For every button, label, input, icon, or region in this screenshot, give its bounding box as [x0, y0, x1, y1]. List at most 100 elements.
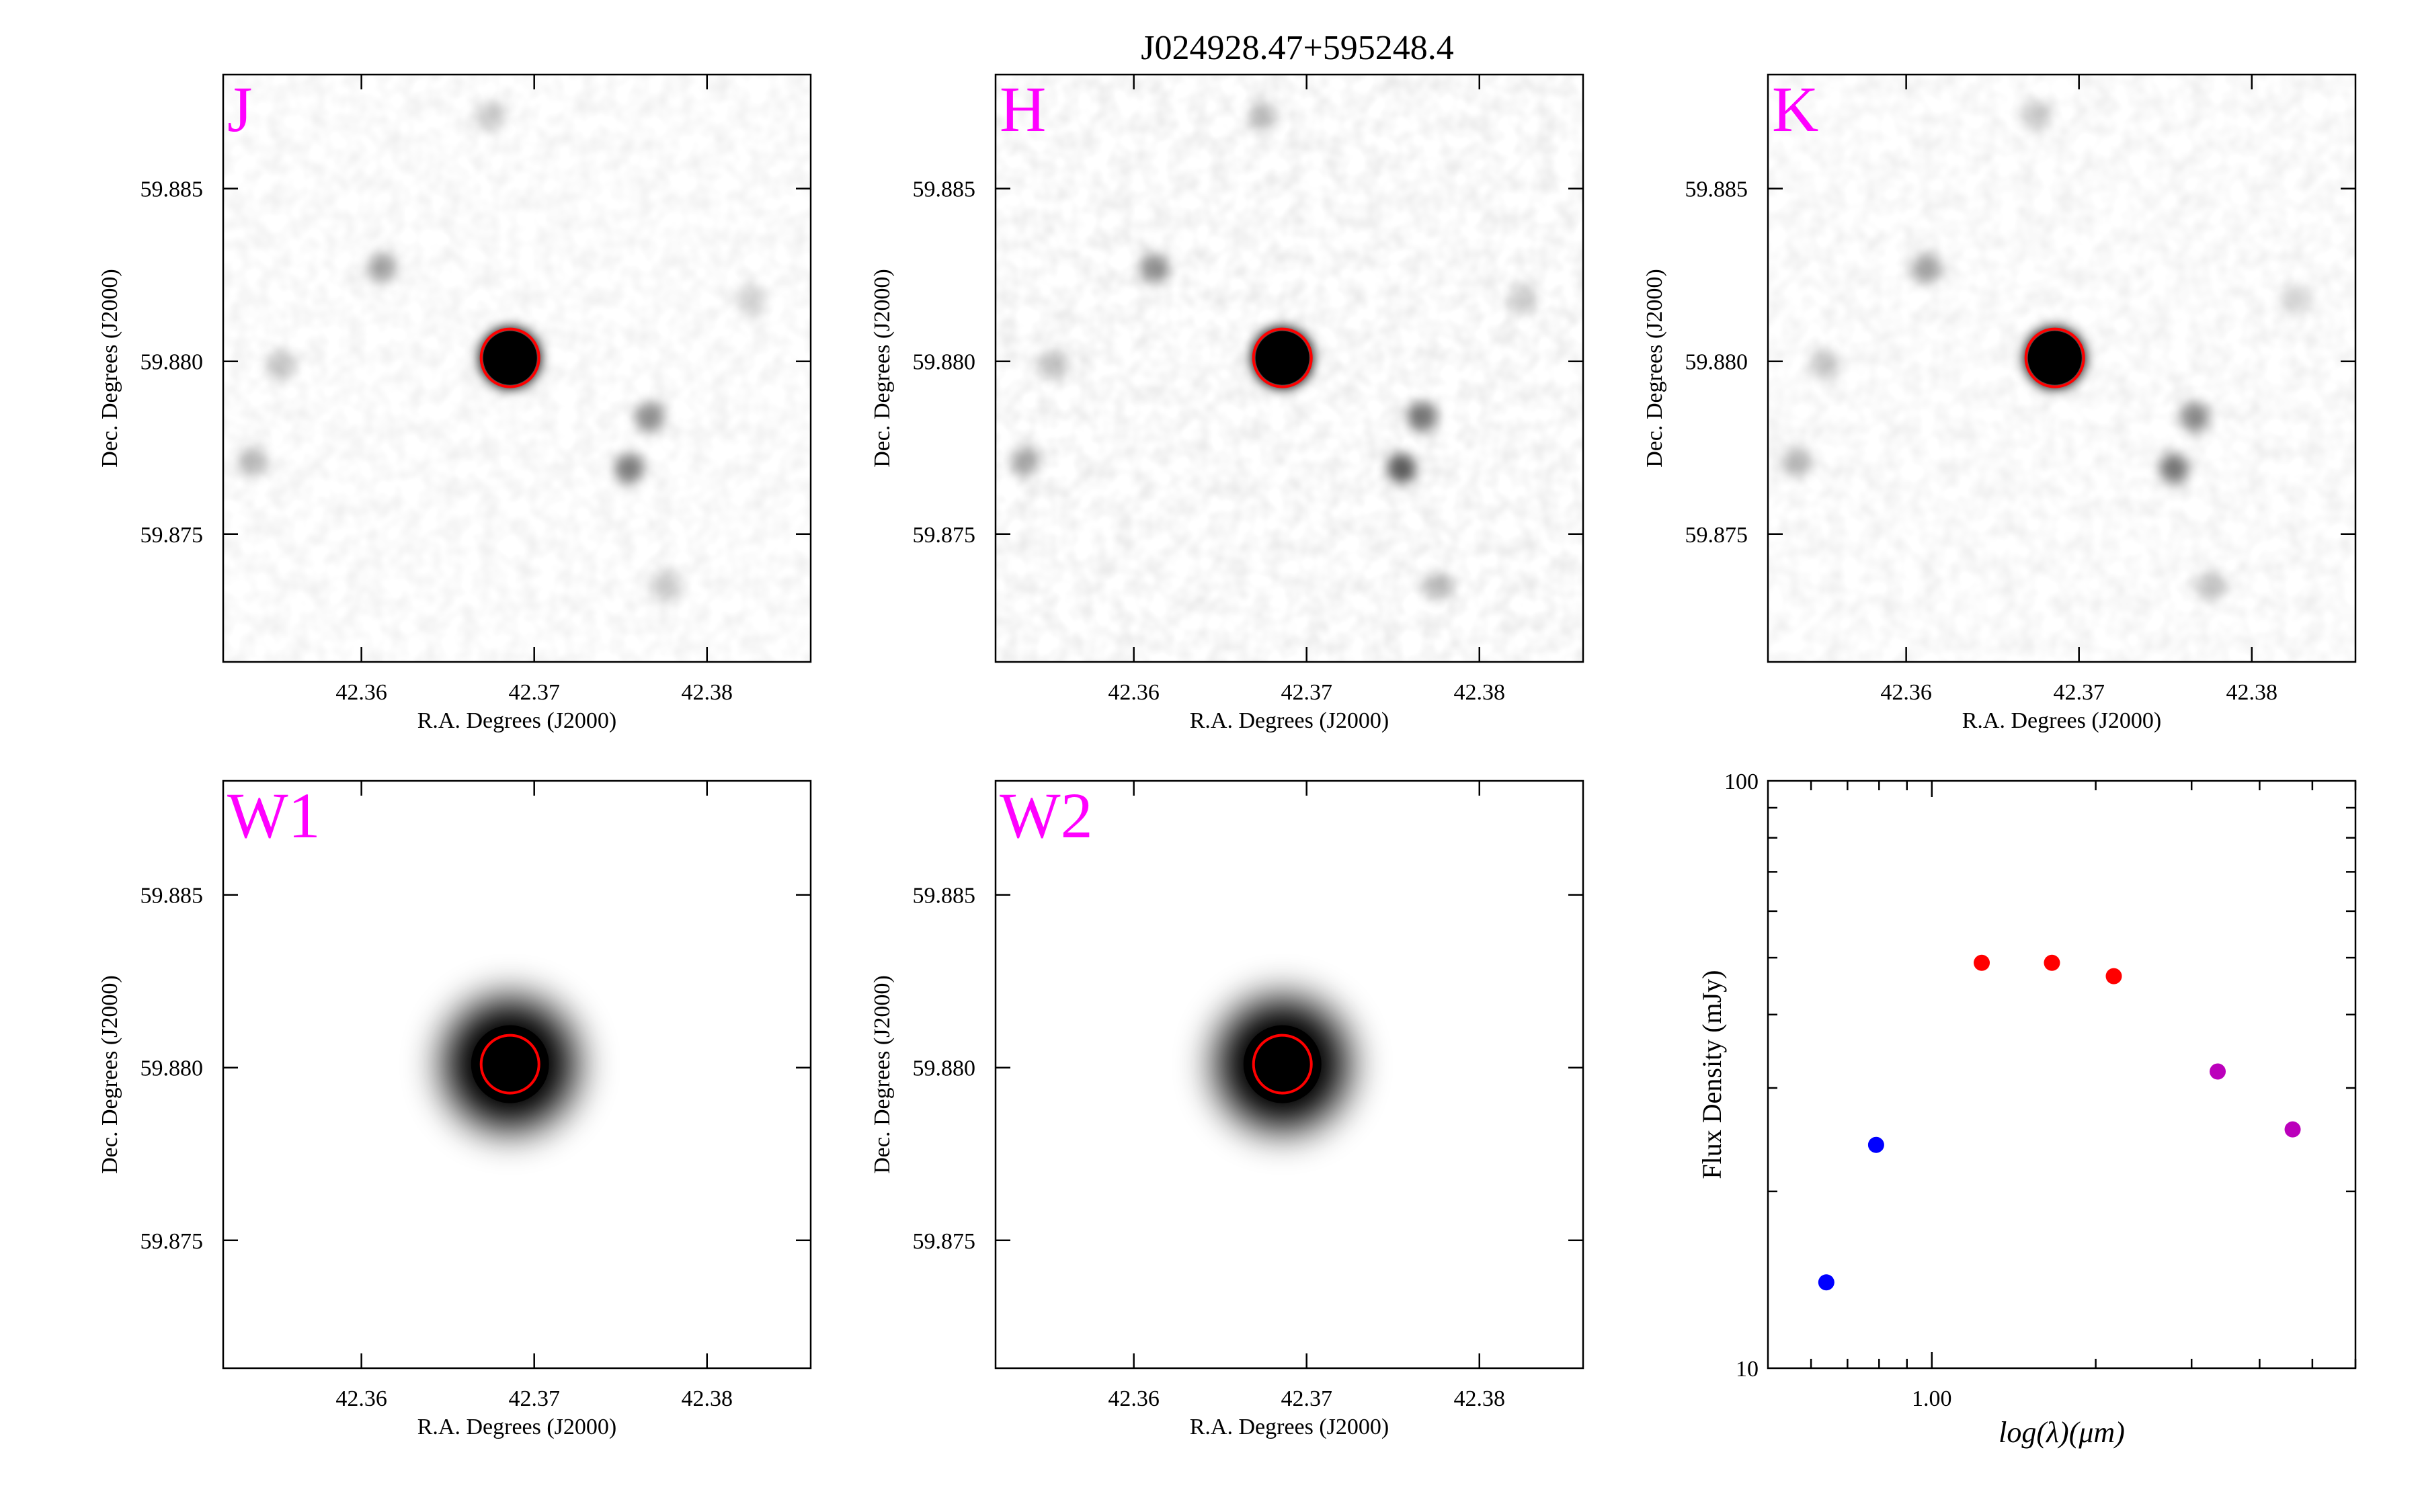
field-star: [1810, 349, 1840, 380]
sed-point: [1974, 954, 1990, 971]
field-star: [237, 446, 268, 476]
y-tick-label: 59.885: [140, 884, 204, 909]
y-axis-label: Dec. Degrees (J2000): [97, 975, 122, 1174]
sed-y-axis-label: Flux Density (mJy): [1697, 970, 1727, 1179]
band-image: [223, 781, 811, 1368]
y-tick-label: 59.880: [913, 1056, 976, 1081]
x-axis-label: R.A. Degrees (J2000): [417, 1415, 617, 1439]
field-star: [2021, 101, 2051, 131]
field-star: [2195, 571, 2226, 601]
y-tick-label: 59.880: [140, 1056, 204, 1081]
field-star: [651, 571, 681, 601]
panel-frame: [222, 780, 812, 1370]
field-star: [367, 253, 397, 283]
x-tick-label: 42.37: [2053, 680, 2105, 705]
y-tick-label: 59.875: [140, 523, 204, 548]
image-panels: J 42.36 42.37 42.38 59.885 59.880 59.875 R.A. D…: [97, 73, 2357, 1439]
sed-x-axis-label: log(λ)(μm): [1999, 1416, 2125, 1449]
target-circle: [1252, 1034, 1313, 1095]
y-tick-label: 59.875: [1685, 523, 1748, 548]
sed-y-tick-label: 100: [1724, 769, 1759, 794]
x-axis-label: R.A. Degrees (J2000): [1190, 708, 1389, 733]
band-label: H: [1000, 73, 1046, 145]
field-star: [1037, 349, 1067, 380]
field-star: [1407, 401, 1437, 431]
panel-frame: [222, 73, 812, 663]
x-tick-label: 42.37: [1281, 680, 1332, 705]
band-image: [996, 781, 1583, 1368]
panel-w1: W1 42.36 42.37 42.38 59.885 59.880 59.875 R.A. …: [97, 780, 812, 1439]
sed-point: [2284, 1121, 2301, 1138]
y-axis-label: Dec. Degrees (J2000): [97, 269, 122, 468]
x-tick-label: 42.37: [508, 1386, 560, 1411]
target-circle: [479, 327, 540, 388]
x-tick-label: 42.38: [1454, 1386, 1506, 1411]
sed-point: [2105, 968, 2122, 984]
x-tick-label: 42.38: [682, 1386, 733, 1411]
x-axis-label: R.A. Degrees (J2000): [1190, 1415, 1389, 1439]
field-star: [265, 349, 295, 380]
field-star: [635, 401, 665, 431]
x-tick-label: 42.36: [1880, 680, 1932, 705]
sed-point: [2044, 954, 2060, 971]
field-star: [1387, 454, 1417, 484]
band-image: [223, 75, 811, 662]
sed-x-tick-label: 1.00: [1912, 1386, 1952, 1411]
field-star: [1912, 253, 1942, 283]
field-star: [1508, 284, 1538, 314]
sed-frame: [1767, 780, 2357, 1370]
sed-panel: 1.00 10 100 log(λ)(μm) Flux Density (mJy): [1697, 769, 2357, 1449]
field-star: [2159, 454, 2189, 484]
y-tick-label: 59.885: [913, 884, 976, 909]
y-tick-label: 59.885: [140, 177, 204, 202]
field-star: [1248, 101, 1279, 131]
panel-frame: [994, 780, 1584, 1370]
y-tick-label: 59.880: [913, 350, 976, 375]
band-label: K: [1772, 73, 1818, 145]
band-label: W1: [227, 780, 321, 851]
panel-k: K 42.36 42.37 42.38 59.885 59.880 59.875 R.A. D…: [1642, 73, 2357, 733]
field-star: [735, 284, 766, 314]
y-tick-label: 59.875: [913, 523, 976, 548]
field-star: [614, 454, 645, 484]
band-image: [996, 75, 1583, 662]
panel-h: H 42.36 42.37 42.38 59.885 59.880 59.875 R.A. D…: [870, 73, 1584, 733]
target-circle: [1252, 327, 1313, 388]
x-tick-label: 42.38: [1454, 680, 1506, 705]
y-axis-label: Dec. Degrees (J2000): [1642, 269, 1667, 468]
field-star: [1782, 446, 1812, 476]
field-star: [1423, 571, 1453, 601]
target-circle: [479, 1034, 540, 1095]
y-tick-label: 59.880: [1685, 350, 1748, 375]
x-tick-label: 42.38: [682, 680, 733, 705]
y-tick-label: 59.880: [140, 350, 204, 375]
panel-frame: [994, 73, 1584, 663]
y-axis-label: Dec. Degrees (J2000): [870, 269, 895, 468]
field-star: [1010, 446, 1040, 476]
x-tick-label: 42.37: [1281, 1386, 1332, 1411]
y-axis-label: Dec. Degrees (J2000): [870, 975, 895, 1174]
x-axis-label: R.A. Degrees (J2000): [1962, 708, 2162, 733]
y-tick-label: 59.885: [1685, 177, 1748, 202]
sed-point: [2210, 1063, 2226, 1080]
panel-frame: [1767, 73, 2357, 663]
x-tick-label: 42.36: [335, 680, 387, 705]
sed-y-tick-label: 10: [1736, 1357, 1759, 1382]
x-tick-label: 42.36: [1108, 680, 1160, 705]
panel-w2: W2 42.36 42.37 42.38 59.885 59.880 59.875 R.A. …: [870, 780, 1584, 1439]
figure-title: J024928.47+595248.4: [1141, 29, 1454, 67]
y-tick-label: 59.875: [140, 1229, 204, 1254]
sed-point: [1867, 1136, 1884, 1153]
band-label: W2: [1000, 780, 1093, 851]
panel-j: J 42.36 42.37 42.38 59.885 59.880 59.875 R.A. D…: [97, 73, 812, 733]
x-tick-label: 42.38: [2226, 680, 2278, 705]
field-star: [2179, 401, 2210, 431]
y-tick-label: 59.885: [913, 177, 976, 202]
band-label: J: [227, 73, 252, 145]
field-star: [476, 101, 506, 131]
target-circle: [2024, 327, 2085, 388]
x-axis-label: R.A. Degrees (J2000): [417, 708, 617, 733]
x-tick-label: 42.37: [508, 680, 560, 705]
field-star: [1139, 253, 1170, 283]
